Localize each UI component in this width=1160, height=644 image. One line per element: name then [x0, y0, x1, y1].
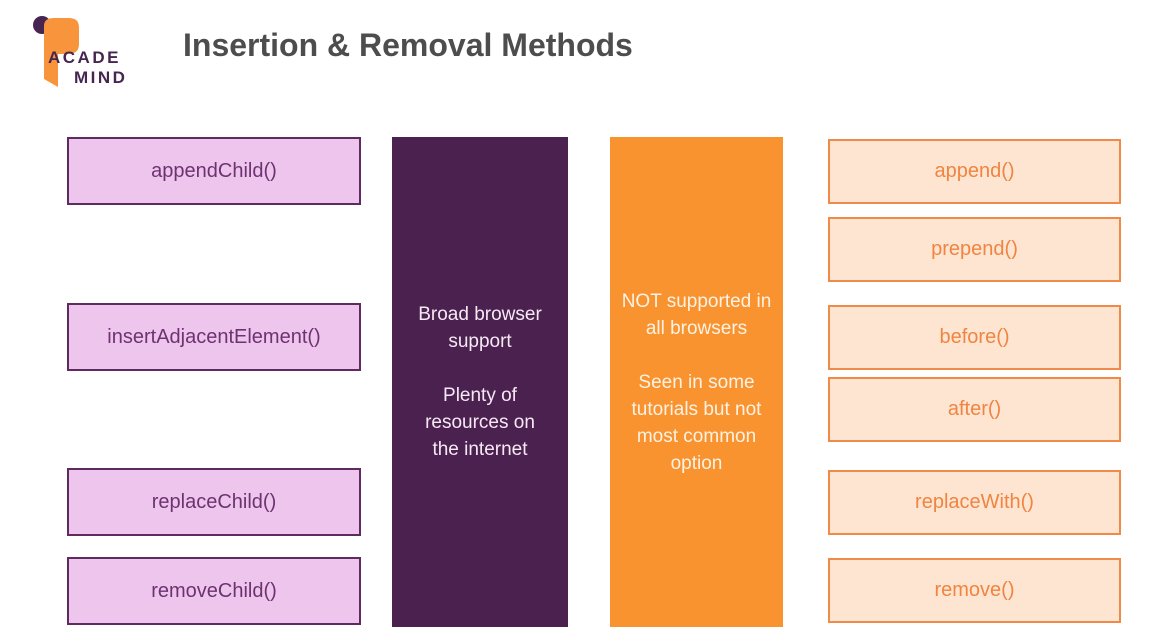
method-box-prepend: prepend()	[828, 217, 1121, 282]
academind-logo: ACADE MIND	[16, 6, 146, 91]
pros-text-browser-support: Broad browser support	[418, 304, 542, 352]
method-box-appendchild: appendChild()	[67, 137, 361, 205]
pros-panel: Broad browser support Plenty of resource…	[392, 137, 568, 627]
page-title: Insertion & Removal Methods	[183, 27, 633, 63]
method-box-remove: remove()	[828, 558, 1121, 623]
method-box-before: before()	[828, 305, 1121, 370]
academind-flag-icon	[33, 16, 79, 87]
method-box-replacewith: replaceWith()	[828, 470, 1121, 535]
logo-text-mind: MIND	[74, 68, 128, 87]
method-box-after: after()	[828, 377, 1121, 442]
cons-text-not-supported: NOT supported in all browsers	[621, 290, 772, 339]
method-box-removechild: removeChild()	[67, 557, 361, 625]
cons-panel: NOT supported in all browsers Seen in so…	[610, 137, 783, 627]
method-box-append: append()	[828, 139, 1121, 204]
method-box-insertadjacentelement: insertAdjacentElement()	[67, 303, 361, 371]
cons-text-tutorials: Seen in some tutorials but not most comm…	[631, 371, 762, 474]
method-box-replacechild: replaceChild()	[67, 468, 361, 536]
pros-text-resources: Plenty of resources on the internet	[425, 385, 535, 460]
logo-text-acade: ACADE	[48, 48, 121, 67]
